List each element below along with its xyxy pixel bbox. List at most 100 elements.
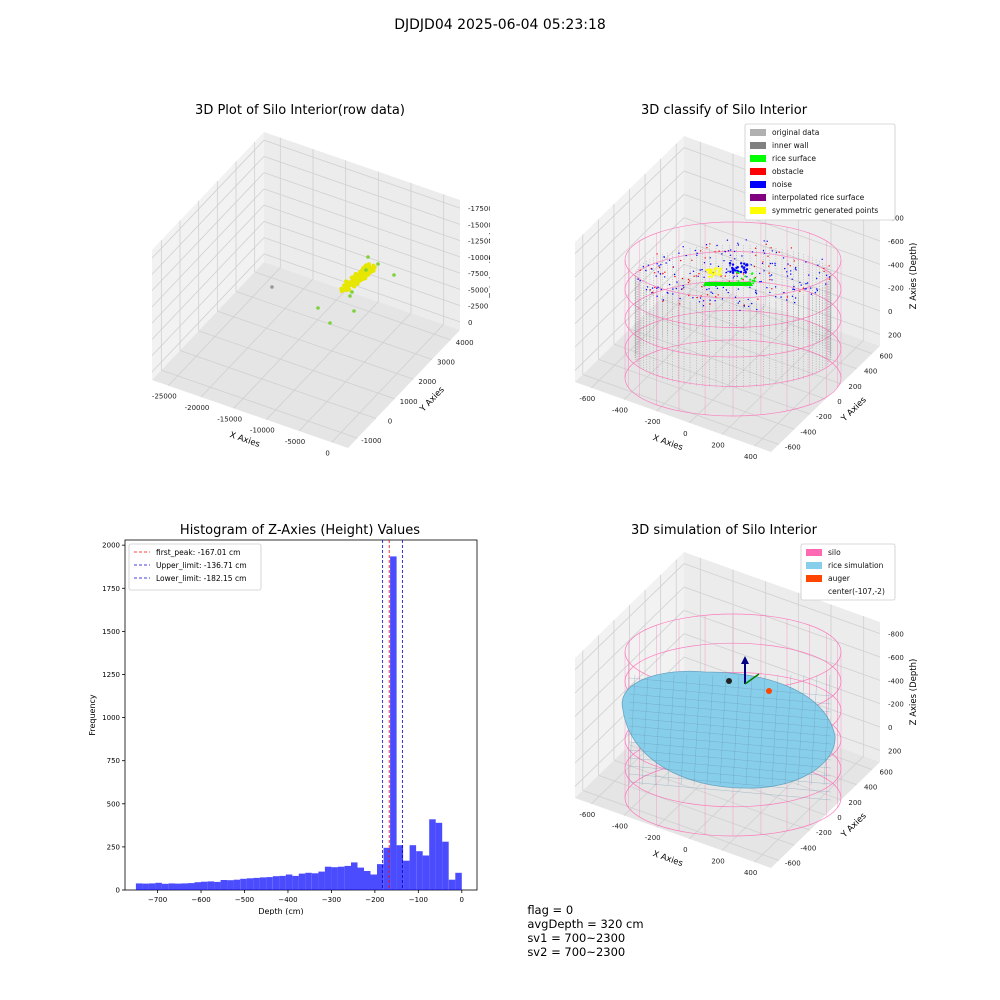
p4-ytick: 0	[837, 814, 841, 822]
p1-point	[363, 264, 368, 269]
p3-ytick: 250	[107, 843, 120, 851]
p4-ztick: -600	[888, 654, 904, 662]
p2-point	[774, 264, 776, 266]
p2-point	[691, 259, 693, 261]
p1-grid-y	[161, 369, 358, 439]
p3-bar	[396, 845, 404, 890]
p3-bar	[311, 873, 319, 890]
p2-grid-y	[598, 358, 795, 430]
p2-legend-label: inner wall	[772, 141, 809, 150]
p3-bar	[266, 877, 273, 890]
p4-ztick: -200	[888, 701, 904, 709]
p2-ztick: -400	[888, 261, 904, 269]
p2-point	[727, 250, 730, 252]
p3-bar	[337, 866, 345, 890]
p2-point	[742, 273, 745, 275]
p1-point	[339, 286, 344, 291]
p2-point	[760, 280, 762, 283]
p2-rice-surface	[703, 282, 753, 286]
p2-point	[787, 263, 789, 265]
p3-bar	[455, 872, 462, 890]
p1-grid-x	[331, 324, 444, 443]
p2-point	[658, 266, 661, 269]
p2-point	[770, 247, 772, 249]
p2-point	[715, 296, 717, 298]
p4-mesh-line	[693, 674, 701, 786]
p4-grid-z	[683, 563, 881, 635]
p2-point	[805, 261, 807, 263]
p2-point	[703, 262, 706, 264]
p1-xtick: -25000	[152, 393, 177, 401]
p2-legend-swatch	[750, 129, 766, 136]
p3-xtick: 0	[460, 896, 464, 904]
p2-point	[793, 288, 796, 291]
p2-point	[806, 282, 809, 284]
p2-legend-swatch	[750, 181, 766, 188]
p2-point	[663, 256, 665, 258]
p2-point	[683, 287, 685, 289]
p2-rice-point	[735, 271, 738, 273]
p2-symmetric-point	[718, 267, 722, 270]
p3-bar	[135, 883, 143, 890]
p4-rice-surface	[621, 670, 836, 789]
p2-point	[771, 279, 773, 281]
p4-mesh-line	[628, 677, 832, 697]
p2-point	[775, 296, 777, 298]
p1-grid-z-left	[151, 221, 265, 340]
p1-point	[367, 263, 371, 268]
p2-ytick: -200	[816, 413, 832, 421]
p2-point	[794, 268, 797, 270]
p3-legend-label: Upper_limit: -136.71 cm	[156, 561, 247, 570]
p4-mesh-line	[628, 725, 832, 745]
p2-point	[702, 305, 705, 307]
p4-mesh-line	[810, 674, 818, 786]
p1-ytick: 1000	[400, 398, 418, 406]
p2-point	[680, 288, 683, 290]
p2-point	[769, 278, 771, 281]
p2-point	[746, 276, 748, 278]
p2-xtick: -200	[645, 418, 661, 426]
p2-ztick: -800	[888, 215, 904, 223]
p4-xtick: 200	[711, 858, 724, 866]
p2-point	[709, 299, 711, 301]
p2-point	[805, 282, 807, 285]
p2-rice-point	[752, 282, 755, 285]
p3-bar	[409, 845, 417, 890]
p1-grid-z-left	[151, 172, 265, 291]
p2-point	[710, 291, 712, 293]
p2-ytick: 600	[880, 353, 893, 361]
p2-point	[694, 249, 696, 252]
p4-mesh-line	[732, 674, 740, 786]
p2-noise-cluster	[732, 269, 735, 272]
p4-ytick: -400	[800, 844, 816, 852]
p4-mesh-line	[628, 685, 832, 705]
p2-point	[654, 286, 656, 289]
p2-symmetric-point	[708, 275, 711, 278]
p2-point	[737, 288, 740, 290]
p4-ytick: -200	[816, 829, 832, 837]
p3-legend	[128, 543, 262, 591]
p3-xtick: −200	[365, 896, 384, 904]
p1-ytick: 2000	[418, 378, 436, 386]
p3-xtick: −100	[409, 896, 428, 904]
p2-point	[703, 276, 705, 278]
p2-point	[679, 297, 681, 300]
p1-point	[364, 270, 369, 275]
p1-grid-x	[298, 312, 412, 432]
p2-point	[682, 246, 684, 248]
p3-bar	[448, 879, 456, 890]
p3-xtick: −300	[322, 896, 341, 904]
p2-noise-cluster	[743, 262, 746, 265]
p2-point	[672, 293, 674, 295]
p2-point	[750, 264, 752, 266]
p2-grid-y	[582, 374, 779, 445]
p2-rice-point	[753, 279, 756, 282]
p3-bar	[403, 860, 410, 890]
p2-point	[780, 296, 782, 298]
p3-ytick: 2000	[102, 542, 120, 550]
p4-legend-label: auger	[828, 574, 851, 583]
p3-bar	[168, 883, 175, 890]
p2-point	[657, 271, 659, 273]
p2-point	[655, 275, 657, 277]
p2-point	[664, 276, 666, 278]
